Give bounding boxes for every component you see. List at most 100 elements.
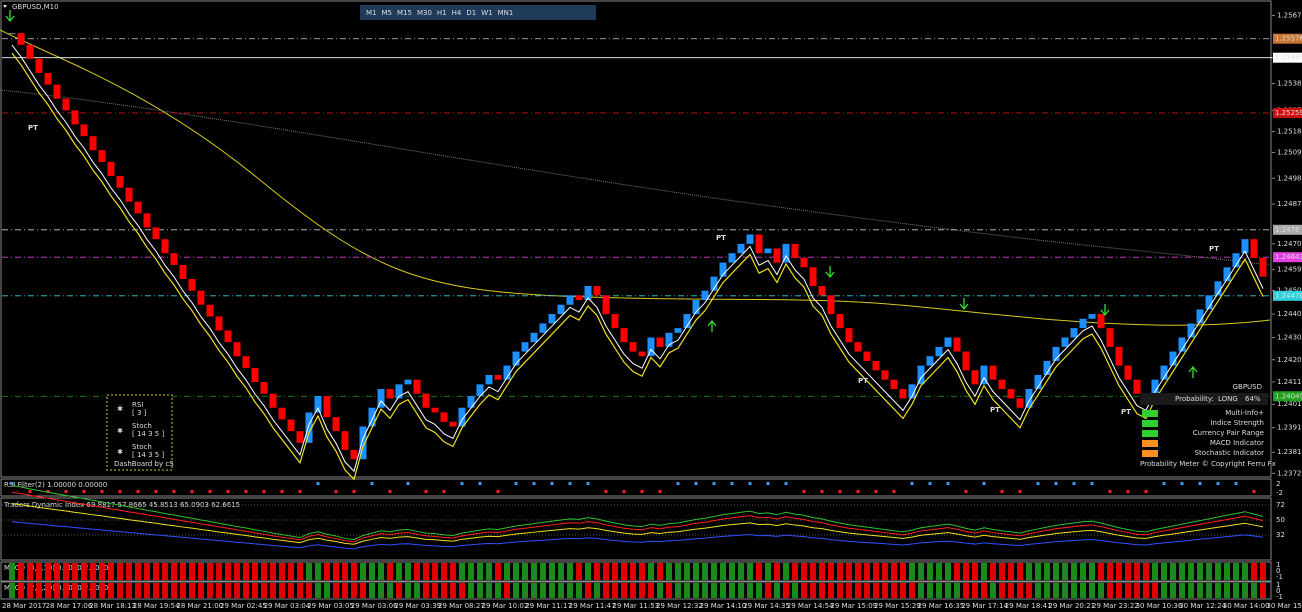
- rsi-dot: [532, 482, 536, 485]
- timeframe[interactable]: M1: [366, 9, 377, 17]
- candle-body: [746, 234, 754, 244]
- macd-bar: [567, 583, 573, 598]
- macd-bar: [837, 583, 843, 598]
- macd-bar: [855, 563, 861, 580]
- macd-bar: [333, 563, 339, 580]
- macd-bar: [612, 583, 618, 598]
- macd-bar: [171, 583, 177, 598]
- candle-body: [692, 300, 700, 315]
- macd-bar: [1152, 563, 1158, 580]
- rsi-dot: [1018, 490, 1022, 493]
- macd-bar: [621, 563, 627, 580]
- macd-bar: [1161, 563, 1167, 580]
- macd-bar: [657, 563, 663, 580]
- time-label: 29 Mar 03:05: [307, 602, 354, 610]
- macd-bar: [162, 583, 168, 598]
- candle-body: [728, 253, 736, 263]
- pt-label: PT: [1121, 408, 1131, 416]
- macd-bar: [792, 583, 798, 598]
- rsi-dot: [280, 490, 284, 493]
- macd-bar: [972, 563, 978, 580]
- candle-body: [1088, 314, 1096, 319]
- macd-bar: [675, 563, 681, 580]
- macd-bar: [1098, 583, 1104, 598]
- timeframe[interactable]: M30: [417, 9, 432, 17]
- candle-body: [809, 267, 817, 286]
- macd-bar: [441, 563, 447, 580]
- macd-bar: [117, 563, 123, 580]
- time-label: 29 Mar 03:04: [264, 602, 311, 610]
- macd-bar: [1215, 563, 1221, 580]
- candle-body: [260, 381, 268, 394]
- macd-bar: [783, 583, 789, 598]
- macd-bar: [522, 583, 528, 598]
- level-box: [1273, 33, 1302, 44]
- price-label: 1.25180: [1277, 127, 1302, 135]
- timeframe[interactable]: D1: [466, 9, 476, 17]
- rsi-dot: [1180, 482, 1184, 485]
- rsi-dot: [1252, 490, 1256, 493]
- macd-bar: [1224, 583, 1230, 598]
- candle-body: [1259, 257, 1267, 277]
- candle-body: [323, 396, 331, 418]
- macd-bar: [18, 563, 24, 580]
- macd-bar: [45, 563, 51, 580]
- timeframe[interactable]: MN1: [498, 9, 514, 17]
- prob-symbol: GBPUSD: [1233, 383, 1262, 391]
- candle-body: [647, 337, 655, 357]
- candle-body: [989, 365, 997, 380]
- timeframe[interactable]: H4: [452, 9, 462, 17]
- rsi-dot: [1108, 490, 1112, 493]
- macd-bar: [891, 583, 897, 598]
- candle-body: [566, 295, 574, 305]
- macd-bar: [702, 563, 708, 580]
- price-label: 1.24590: [1277, 266, 1302, 274]
- rsi-dot: [982, 482, 986, 485]
- rsi-dot: [784, 482, 788, 485]
- price-label: 1.24980: [1277, 174, 1302, 182]
- macd-bar: [513, 583, 519, 598]
- macd-bar: [657, 583, 663, 598]
- rsi-dot: [694, 482, 698, 485]
- macd-bar: [162, 563, 168, 580]
- macd-bar: [639, 583, 645, 598]
- macd-bar: [270, 583, 276, 598]
- macd-bar: [1170, 583, 1176, 598]
- macd-bar: [1206, 563, 1212, 580]
- macd-bar: [459, 563, 465, 580]
- macd-bar: [675, 583, 681, 598]
- rsi-dot: [1054, 482, 1058, 485]
- time-label: 29 Mar 14:54: [787, 602, 834, 610]
- macd-bar: [909, 583, 915, 598]
- candle-body: [170, 253, 178, 265]
- timeframe[interactable]: M15: [397, 9, 412, 17]
- rsi-dot: [910, 482, 914, 485]
- time-label: 29 Mar 15:09: [830, 602, 877, 610]
- time-label: 29 Mar 15:29: [874, 602, 921, 610]
- candle-body: [1016, 398, 1024, 408]
- macd-bar: [1008, 583, 1014, 598]
- dash-label: Stoch: [132, 422, 152, 430]
- macd-bar: [225, 563, 231, 580]
- macd-bar: [360, 563, 366, 580]
- macd-bar: [837, 563, 843, 580]
- candle-body: [422, 393, 430, 408]
- candle-body: [251, 367, 259, 382]
- rsi-dot: [1036, 482, 1040, 485]
- timeframe[interactable]: M5: [382, 9, 393, 17]
- macd-bar: [1143, 583, 1149, 598]
- time-label: 28 Mar 2017: [2, 602, 46, 610]
- axis-label: 72: [1276, 501, 1285, 509]
- macd-bar: [342, 583, 348, 598]
- timeframe[interactable]: W1: [481, 9, 492, 17]
- pt-label: PT: [28, 124, 38, 132]
- level-label: 1.25259: [1275, 109, 1302, 117]
- timeframe[interactable]: H1: [437, 9, 447, 17]
- star-icon: ✱: [117, 427, 123, 435]
- rsi-dot: [802, 490, 806, 493]
- axis-label: 50: [1276, 516, 1285, 524]
- macd-bar: [630, 563, 636, 580]
- time-label: 28 Mar 18:13: [89, 602, 136, 610]
